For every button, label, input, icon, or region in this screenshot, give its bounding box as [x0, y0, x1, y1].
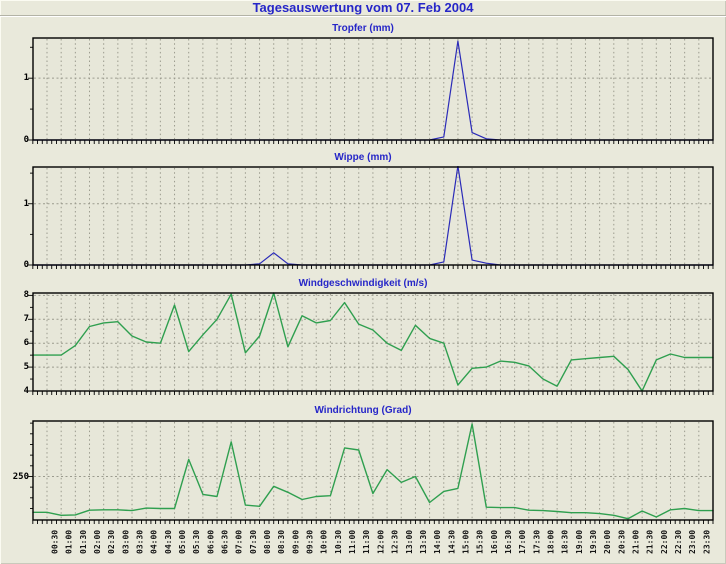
x-tick-label: 16:00: [489, 529, 499, 554]
x-tick-label: 16:30: [503, 529, 513, 554]
chart-panel-windgeschwindigkeit: Windgeschwindigkeit (m/s) 8 7 6 5 4: [0, 271, 726, 397]
x-tick-label: 06:00: [206, 529, 216, 554]
x-tick-label: 09:00: [291, 529, 301, 554]
x-tick-label: 21:00: [631, 529, 641, 554]
header-divider-light: [0, 16, 726, 17]
gridlines: [34, 168, 712, 264]
plot-border: [32, 37, 714, 141]
x-tick-label: 10:30: [333, 529, 343, 554]
x-tick-label: 08:30: [277, 529, 287, 554]
x-tick-label: 23:00: [688, 529, 698, 554]
x-tick-label: 13:00: [404, 529, 414, 554]
y-tick-label: 5: [23, 362, 29, 373]
y-tick-label: 6: [23, 338, 29, 349]
x-tick-label: 09:30: [305, 529, 315, 554]
y-tick-label: 1: [23, 198, 29, 209]
x-tick-label: 02:00: [93, 529, 102, 554]
x-tick-label: 14:00: [433, 529, 443, 554]
x-tick-label: 01:30: [78, 529, 88, 554]
plot-canvas-windrichtung: [28, 420, 714, 524]
x-tick-label: 20:00: [603, 529, 613, 554]
y-tick-label: 8: [23, 290, 29, 301]
x-tick-label: 10:00: [319, 529, 329, 554]
x-tick-label: 03:30: [135, 529, 145, 554]
x-tick-label: 04:00: [149, 529, 159, 554]
data-line: [32, 423, 714, 520]
gridlines: [34, 294, 712, 390]
plot-canvas-wippe: [28, 166, 714, 269]
x-tick-label: 06:30: [220, 529, 230, 554]
x-tick-label: 19:30: [589, 529, 598, 554]
x-tick-label: 22:30: [674, 529, 683, 554]
chart-title: Wippe (mm): [334, 152, 392, 163]
plot-canvas-tropfer: [28, 37, 714, 144]
x-tick-label: 18:00: [546, 529, 556, 554]
y-tick-label: 0: [23, 260, 29, 270]
header-divider-dark: [0, 15, 726, 16]
x-tick-label: 20:30: [617, 529, 627, 554]
chart-title: Windrichtung (Grad): [314, 405, 412, 416]
x-tick-label: 05:30: [192, 529, 202, 554]
x-tick-label: 04:30: [163, 529, 173, 554]
x-tick-label: 12:00: [376, 529, 386, 554]
chart-title: Tropfer (mm): [332, 23, 394, 34]
title-bar: Tagesauswertung vom 07. Feb 2004: [0, 0, 726, 15]
x-tick-label: 19:00: [574, 529, 584, 554]
plot-canvas-windgeschwindigkeit: [28, 292, 714, 395]
y-tick-label: 0: [23, 135, 29, 145]
y-tick-label: 1: [23, 73, 29, 84]
chart-title: Windgeschwindigkeit (m/s): [298, 278, 428, 289]
x-tick-label: 12:30: [390, 529, 400, 554]
x-tick-label: 15:00: [461, 529, 471, 554]
x-tick-label: 11:30: [362, 529, 372, 554]
y-tick-label: 7: [23, 314, 29, 325]
x-tick-label: 07:00: [234, 529, 244, 554]
plot-border: [32, 292, 714, 392]
x-tick-label: 15:30: [475, 529, 485, 554]
x-tick-label: 05:00: [178, 529, 187, 554]
plot-border: [32, 166, 714, 266]
x-tick-label: 00:30: [50, 529, 60, 554]
x-tick-label: 03:00: [121, 529, 131, 554]
gridlines: [34, 422, 712, 519]
plot-area: 8 7 6 5 4: [0, 290, 726, 397]
gridlines: [34, 39, 712, 139]
y-tick-label: 4: [23, 386, 29, 396]
x-tick-label: 18:30: [560, 529, 570, 554]
x-tick-label: 02:30: [107, 529, 117, 554]
plot-background: [33, 38, 713, 140]
plot-border: [32, 420, 714, 521]
x-tick-label: 13:30: [418, 529, 428, 554]
y-tick-label: 250: [12, 471, 29, 482]
page-title: Tagesauswertung vom 07. Feb 2004: [252, 0, 474, 15]
x-axis-labels: 00:30 01:00 01:30 02:00 02:30 03:00 03:30 04:00…: [0, 526, 726, 564]
x-tick-label: 21:30: [645, 529, 655, 554]
x-tick-label: 17:30: [532, 529, 542, 554]
x-tick-label: 01:00: [64, 529, 74, 554]
chart-panel-windrichtung: Windrichtung (Grad) 250: [0, 397, 726, 526]
x-tick-label: 22:00: [659, 529, 669, 554]
x-tick-label: 23:30: [702, 529, 712, 554]
x-tick-label: 08:00: [263, 529, 273, 554]
x-tick-label: 11:00: [348, 529, 358, 554]
x-tick-label: 14:30: [447, 529, 457, 554]
data-line: [32, 292, 714, 392]
x-tick-label: 07:30: [248, 529, 258, 554]
plot-area: 250: [0, 420, 726, 526]
x-tick-label: 17:00: [518, 529, 528, 554]
